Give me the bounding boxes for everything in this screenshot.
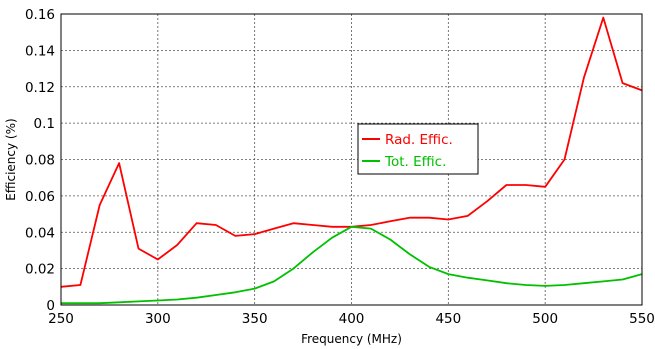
x-tick-label: 550 [629,311,655,327]
series-line-tot-effic [61,225,643,305]
y-tick-label: 0.16 [25,7,55,23]
x-tick-label: 350 [242,311,268,327]
x-tick-label: 500 [532,311,558,327]
y-tick-label: 0.04 [25,225,55,241]
y-tick-label: 0.08 [25,153,55,169]
x-axis-title: Frequency (MHz) [301,332,402,346]
legend-label-tot-effic: Tot. Effic. [384,154,446,170]
legend: Rad. Effic. Tot. Effic. [357,123,479,175]
y-tick-label: 0 [46,298,55,314]
x-tick-label: 450 [435,311,461,327]
series-lines [60,16,643,305]
y-axis-title: Efficiency (%) [4,118,18,200]
y-tick-label: 0.12 [25,80,55,96]
x-tick-label: 400 [339,311,365,327]
x-tick-label: 300 [145,311,171,327]
y-tick-label: 0.02 [25,262,55,278]
y-tick-label: 0.14 [25,43,55,59]
y-tick-label: 0.06 [25,189,55,205]
plot-frame [60,13,643,306]
grid [61,14,642,305]
x-tick-label: 250 [48,311,74,327]
tick-labels: 250 300 350 400 450 500 550 0 0.02 0.04 0.06 0.08 0.… [25,7,655,327]
y-tick-label: 0.1 [34,116,55,132]
legend-label-rad-effic: Rad. Effic. [385,132,453,148]
legend-box [357,123,479,175]
